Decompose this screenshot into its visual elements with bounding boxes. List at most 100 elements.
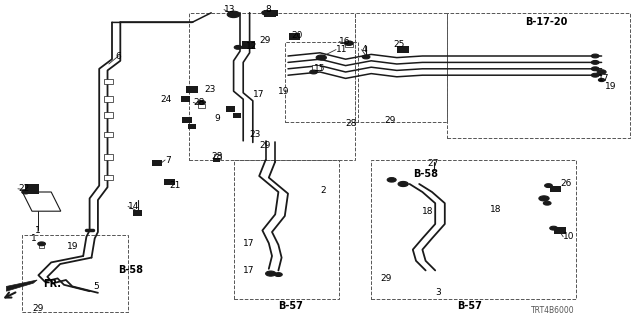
- Text: 28: 28: [346, 119, 357, 128]
- Circle shape: [591, 73, 599, 77]
- Circle shape: [316, 55, 326, 60]
- Text: FR.: FR.: [44, 279, 61, 289]
- Text: 20: 20: [291, 31, 303, 40]
- Bar: [104, 132, 113, 137]
- Circle shape: [598, 78, 605, 82]
- Text: 4: 4: [362, 45, 367, 54]
- Circle shape: [545, 184, 552, 188]
- Text: 2: 2: [320, 186, 326, 195]
- Text: 12: 12: [246, 42, 258, 51]
- Bar: [213, 158, 220, 162]
- Bar: [104, 96, 113, 102]
- Circle shape: [227, 11, 240, 18]
- Text: 21: 21: [170, 181, 181, 190]
- Text: B-57: B-57: [278, 300, 303, 311]
- Bar: [104, 175, 113, 180]
- Bar: [104, 79, 113, 84]
- Text: 15: 15: [314, 64, 325, 73]
- Circle shape: [344, 41, 353, 45]
- Bar: [345, 44, 353, 47]
- Text: 18: 18: [490, 205, 501, 214]
- Bar: [242, 41, 255, 49]
- Bar: [182, 117, 192, 123]
- Text: 28: 28: [193, 98, 205, 107]
- Bar: [25, 184, 39, 194]
- Bar: [554, 227, 566, 234]
- Bar: [181, 96, 190, 102]
- Text: 7: 7: [165, 156, 171, 164]
- Text: 17: 17: [253, 90, 264, 99]
- Text: 23: 23: [250, 130, 261, 139]
- Text: 13: 13: [224, 5, 236, 14]
- Circle shape: [597, 70, 606, 74]
- Circle shape: [550, 226, 557, 230]
- Text: 18: 18: [422, 207, 434, 216]
- Circle shape: [591, 54, 599, 58]
- Bar: [447, 13, 630, 138]
- Text: 29: 29: [381, 274, 392, 283]
- Circle shape: [22, 190, 29, 194]
- Bar: [397, 46, 409, 53]
- Bar: [233, 113, 241, 118]
- Text: 14: 14: [128, 202, 140, 211]
- Text: 9: 9: [214, 114, 220, 123]
- Bar: [289, 33, 300, 40]
- Bar: [355, 13, 447, 122]
- Text: B-17-20: B-17-20: [525, 17, 567, 28]
- Text: B-58: B-58: [118, 265, 143, 276]
- Bar: [188, 124, 196, 129]
- Circle shape: [38, 242, 45, 246]
- Bar: [285, 42, 358, 122]
- Circle shape: [266, 271, 276, 276]
- Circle shape: [310, 70, 317, 74]
- Text: 29: 29: [384, 116, 396, 124]
- Circle shape: [275, 273, 282, 276]
- Text: 17: 17: [243, 266, 255, 275]
- Text: 1: 1: [35, 226, 41, 235]
- Bar: [214, 155, 221, 159]
- Circle shape: [539, 196, 549, 201]
- Text: 23: 23: [205, 85, 216, 94]
- Text: 16: 16: [339, 37, 351, 46]
- Bar: [269, 10, 278, 16]
- Text: B-57: B-57: [458, 300, 483, 311]
- Text: 29: 29: [32, 304, 44, 313]
- Text: 11: 11: [336, 45, 348, 54]
- Bar: [264, 10, 276, 17]
- Text: 19: 19: [67, 242, 79, 251]
- Text: 10: 10: [563, 232, 575, 241]
- Bar: [234, 160, 339, 299]
- Bar: [550, 186, 561, 192]
- Text: 5: 5: [93, 282, 99, 291]
- Circle shape: [387, 178, 396, 182]
- Text: TRT4B6000: TRT4B6000: [531, 306, 575, 315]
- Text: 28: 28: [211, 152, 223, 161]
- Text: 22: 22: [18, 184, 29, 193]
- Circle shape: [262, 11, 271, 15]
- Bar: [371, 160, 576, 299]
- Circle shape: [198, 100, 205, 104]
- Bar: [198, 104, 205, 108]
- Polygon shape: [6, 280, 37, 291]
- Text: 8: 8: [266, 5, 271, 14]
- Circle shape: [591, 60, 599, 64]
- Bar: [312, 65, 321, 70]
- Text: 24: 24: [160, 95, 172, 104]
- Circle shape: [591, 67, 599, 71]
- Text: 27: 27: [428, 159, 439, 168]
- Text: B-58: B-58: [413, 169, 438, 180]
- Bar: [39, 245, 44, 248]
- Text: 26: 26: [560, 180, 572, 188]
- Text: 19: 19: [605, 82, 616, 91]
- Text: 17: 17: [243, 239, 255, 248]
- Bar: [226, 106, 235, 112]
- Circle shape: [234, 45, 242, 49]
- Text: 29: 29: [259, 36, 271, 44]
- Bar: [152, 160, 162, 166]
- Text: 25: 25: [394, 40, 405, 49]
- Text: 1: 1: [31, 234, 36, 243]
- Text: 17: 17: [598, 74, 610, 83]
- Text: 3: 3: [435, 288, 441, 297]
- Text: 19: 19: [278, 87, 290, 96]
- Bar: [189, 13, 355, 160]
